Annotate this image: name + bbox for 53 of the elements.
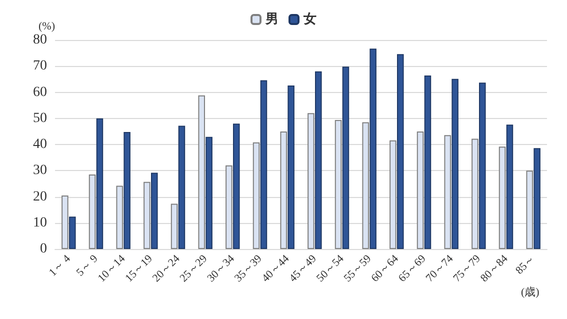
y-axis-title: (%) [38, 20, 56, 32]
bar [534, 148, 540, 249]
bar [452, 78, 458, 249]
bar [472, 138, 478, 249]
bar [390, 140, 396, 249]
bar [315, 71, 322, 249]
bar [334, 120, 342, 249]
bar [116, 186, 123, 249]
bar [308, 113, 314, 249]
bar [444, 135, 451, 249]
bar [151, 172, 158, 249]
bar [416, 131, 424, 249]
bar [206, 136, 212, 249]
bar [252, 142, 260, 249]
bar [362, 122, 369, 249]
x-tick-label: 85～ [514, 252, 538, 277]
bar [88, 174, 96, 249]
y-tick-label: 0 [40, 242, 47, 256]
legend-label: 男 [264, 12, 278, 27]
y-tick-label: 70 [33, 58, 47, 74]
x-tick-label: 80～84 [478, 252, 511, 285]
bar [198, 95, 205, 249]
bar [397, 54, 404, 249]
y-tick-label: 30 [33, 163, 47, 178]
x-axis-title: (歳) [521, 286, 540, 298]
bar [260, 80, 268, 249]
x-tick-label: 1～ 4 [46, 252, 74, 279]
y-tick-label: 20 [33, 189, 47, 204]
bar [69, 216, 76, 249]
bar [498, 146, 506, 249]
y-tick-label: 60 [33, 84, 47, 100]
y-tick-label: 10 [33, 215, 47, 230]
bar [226, 165, 232, 249]
legend-label: 女 [302, 12, 316, 27]
bar [62, 195, 68, 249]
y-tick-label: 40 [33, 137, 47, 152]
bar [124, 132, 130, 249]
bar [96, 118, 104, 249]
bar [506, 124, 514, 249]
bar [526, 170, 533, 249]
bar [170, 204, 178, 249]
bar [288, 85, 294, 249]
bar [280, 131, 287, 249]
x-tick-label: 40～44 [260, 252, 292, 285]
bar [144, 182, 150, 249]
bar [342, 66, 350, 249]
y-tick-label: 50 [33, 110, 47, 126]
bar [178, 126, 186, 249]
y-tick-label: 80 [33, 32, 47, 48]
bar [233, 124, 240, 249]
bar [370, 48, 376, 249]
bar [424, 76, 432, 249]
bar [479, 82, 486, 249]
